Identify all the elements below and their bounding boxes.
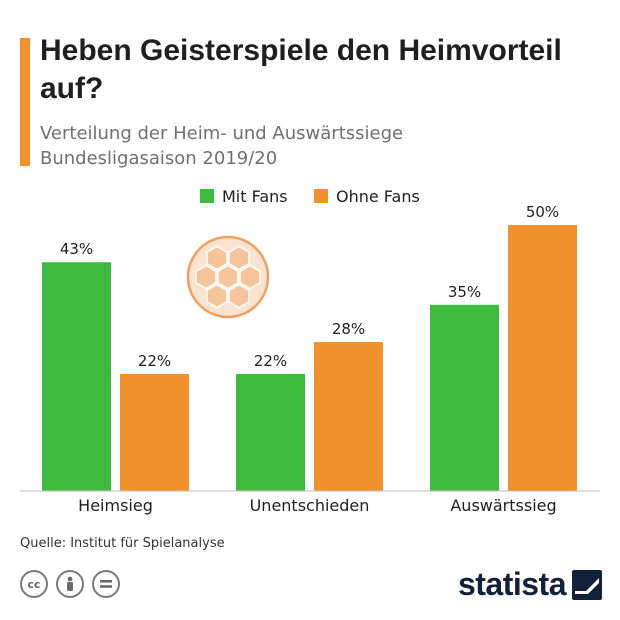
- data-label: 22%: [254, 352, 287, 370]
- category-label: Heimsieg: [78, 496, 153, 515]
- subtitle-line-2: Bundesligasaison 2019/20: [40, 148, 278, 169]
- data-label: 43%: [60, 240, 93, 258]
- chart-title: Heben Geisterspiele den Heimvorteil auf?: [40, 34, 562, 105]
- bar: [120, 373, 189, 491]
- legend-label: Mit Fans: [222, 187, 288, 206]
- category-label: Auswärtssieg: [450, 496, 556, 515]
- bar-chart: Mit Fans Ohne Fans 43% 22% Heimsieg 22% 28% Une…: [20, 187, 600, 515]
- nd-icon[interactable]: [92, 570, 120, 598]
- statista-logo-icon: [572, 569, 602, 600]
- legend-swatch: [314, 189, 328, 203]
- data-label: 22%: [138, 352, 171, 370]
- statista-brand[interactable]: statista: [458, 566, 602, 603]
- soccer-ball-icon: [186, 235, 270, 319]
- category-label: Unentschieden: [250, 496, 370, 515]
- chart-subtitle: Verteilung der Heim- und Auswärtssiege B…: [40, 121, 600, 171]
- bar: [42, 262, 111, 491]
- bar: [236, 373, 305, 491]
- bar: [430, 304, 499, 491]
- data-label: 35%: [448, 283, 481, 301]
- bar: [508, 225, 577, 491]
- data-label: 28%: [332, 320, 365, 338]
- brand-name: statista: [457, 566, 567, 602]
- license-icons: cc: [20, 570, 120, 598]
- bar: [314, 342, 383, 491]
- data-label: 50%: [526, 203, 559, 221]
- cc-icon[interactable]: cc: [20, 570, 48, 598]
- legend-label: Ohne Fans: [336, 187, 420, 206]
- accent-bar: [20, 38, 30, 166]
- source-note: Quelle: Institut für Spielanalyse: [20, 536, 225, 551]
- by-icon[interactable]: [56, 570, 84, 598]
- legend-swatch: [200, 189, 214, 203]
- subtitle-line-1: Verteilung der Heim- und Auswärtssiege: [40, 123, 404, 144]
